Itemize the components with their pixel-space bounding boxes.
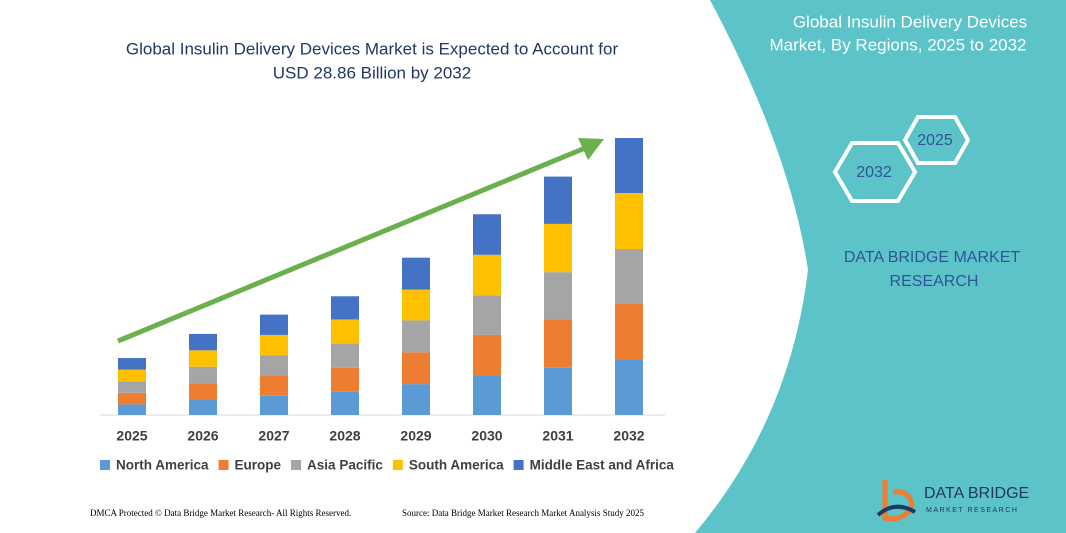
- bar-segment: [189, 383, 217, 400]
- bar-segment: [260, 395, 288, 415]
- bar-segment: [189, 399, 217, 415]
- bar-segment: [260, 314, 288, 335]
- bar-segment: [544, 176, 572, 224]
- bar-segment: [189, 350, 217, 367]
- brand-text: RESEARCH: [890, 273, 979, 290]
- footer-left: DMCA Protected © Data Bridge Market Rese…: [90, 508, 351, 518]
- legend-swatch: [392, 460, 403, 470]
- bar-segment: [118, 404, 146, 415]
- bar-segment: [544, 223, 572, 273]
- bar-segment: [260, 375, 288, 396]
- bar-segment: [473, 295, 501, 335]
- legend-label: North America: [116, 458, 209, 473]
- legend-label: Middle East and Africa: [530, 458, 675, 473]
- legend-label: Asia Pacific: [307, 458, 383, 473]
- bar-segment: [189, 333, 217, 351]
- hex-label: 2025: [917, 132, 953, 149]
- logo-mark: [882, 480, 915, 522]
- bar-segment: [189, 366, 217, 384]
- brand-text: DATA BRIDGE MARKET: [844, 249, 1021, 266]
- logo-name: DATA BRIDGE: [924, 485, 1029, 502]
- x-tick-label: 2026: [187, 428, 218, 444]
- legend-label: South America: [409, 458, 504, 473]
- bar-segment: [118, 369, 146, 382]
- legend-label: Europe: [235, 458, 282, 473]
- bar-segment: [331, 391, 359, 415]
- bar-segment: [331, 319, 359, 344]
- x-tick-label: 2028: [329, 428, 360, 444]
- chart-title: USD 28.86 Billion by 2032: [273, 63, 471, 82]
- legend-swatch: [513, 460, 524, 470]
- logo-mark: [876, 504, 917, 517]
- x-tick-label: 2025: [116, 428, 147, 444]
- x-tick-label: 2027: [258, 428, 289, 444]
- bar-segment: [402, 384, 430, 415]
- bar-segment: [331, 343, 359, 368]
- legend-swatch: [291, 460, 302, 470]
- legend-swatch: [218, 460, 229, 470]
- bar-segment: [118, 392, 146, 405]
- bar-segment: [118, 358, 146, 370]
- bar-segment: [473, 254, 501, 296]
- x-tick-label: 2031: [542, 428, 573, 444]
- legend-swatch: [100, 460, 110, 470]
- logo-tagline: MARKET RESEARCH: [926, 507, 1018, 514]
- bar-segment: [473, 214, 501, 255]
- panel-title: Global Insulin Delivery Devices: [793, 12, 1027, 31]
- hex-label: 2032: [856, 164, 892, 181]
- x-tick-label: 2029: [400, 428, 431, 444]
- side-panel: [695, 0, 1066, 533]
- trend-arrow: [117, 143, 591, 344]
- bar-segment: [118, 381, 146, 393]
- bar-segment: [544, 319, 572, 368]
- bar-segment: [615, 193, 643, 249]
- bar-segment: [544, 272, 572, 320]
- chart-title: Global Insulin Delivery Devices Market i…: [126, 39, 619, 58]
- hexagon: [832, 141, 918, 203]
- bar-segment: [402, 257, 430, 290]
- x-tick-label: 2030: [471, 428, 502, 444]
- legend: North America Europe Asia Pacific South Ame…: [100, 458, 674, 473]
- hexagon: [902, 115, 971, 165]
- bar-segment: [615, 138, 643, 194]
- bar-segment: [473, 375, 501, 415]
- bar-segment: [402, 320, 430, 353]
- bar-segment: [473, 334, 501, 376]
- x-tick-label: 2032: [613, 428, 644, 444]
- bar-segment: [331, 367, 359, 392]
- bar-segment: [402, 289, 430, 321]
- bar-segment: [260, 334, 288, 356]
- footer-right: Source: Data Bridge Market Research Mark…: [402, 508, 644, 518]
- bar-segment: [402, 352, 430, 385]
- arrow-head: [578, 138, 604, 160]
- plot: 2025 2026 2027 2028 2029 2030 2031 2032: [116, 138, 645, 444]
- panel-title: Market, By Regions, 2025 to 2032: [769, 35, 1026, 54]
- bar-segment: [615, 304, 643, 360]
- bar-segment: [615, 359, 643, 415]
- bar-segment: [544, 367, 572, 415]
- bar-segment: [260, 355, 288, 376]
- bar-segment: [615, 248, 643, 305]
- bar-segment: [331, 296, 359, 320]
